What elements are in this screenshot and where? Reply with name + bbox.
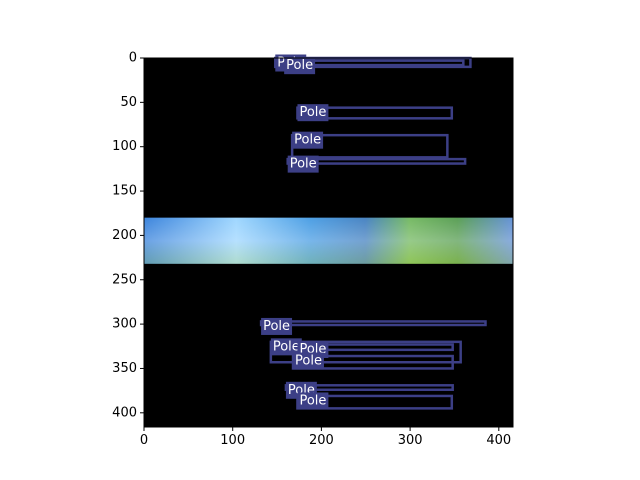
box-label: Pole xyxy=(292,131,324,149)
box-label-background xyxy=(292,131,324,149)
box-label-background xyxy=(287,155,319,173)
box-label-background xyxy=(293,352,324,370)
y-tick-label: 350 xyxy=(112,361,137,376)
y-tick-label: 300 xyxy=(112,317,137,332)
box-label-background xyxy=(284,57,316,75)
box-label-background xyxy=(297,104,329,122)
box-label-text: Pole xyxy=(273,339,300,354)
y-tick-label: 0 xyxy=(129,51,137,66)
x-axis: 0 100 200 300 400 xyxy=(140,427,511,448)
y-tick-label: 100 xyxy=(112,139,137,154)
y-tick-label: 250 xyxy=(112,272,137,287)
x-tick-label: 300 xyxy=(398,433,423,448)
box-label-text: Pole xyxy=(286,58,313,73)
image-band-shading xyxy=(144,217,513,264)
box-label: Pole xyxy=(287,155,319,173)
box-label: Pole xyxy=(293,352,324,370)
box-label-background xyxy=(270,338,302,356)
box-label-background xyxy=(261,317,293,335)
y-axis: 0 50 100 150 200 250 300 350 400 xyxy=(112,51,144,420)
x-tick-label: 200 xyxy=(309,433,334,448)
box-label-text: Pole xyxy=(295,354,322,369)
x-tick-label: 0 xyxy=(140,433,148,448)
y-tick-label: 150 xyxy=(112,184,137,199)
y-tick-label: 400 xyxy=(112,405,137,420)
box-label: Pole xyxy=(297,104,329,122)
box-label-text: Pole xyxy=(299,393,326,408)
x-tick-label: 400 xyxy=(486,433,511,448)
box-label-text: Pole xyxy=(299,105,326,120)
box-label-text: Pole xyxy=(294,133,321,148)
box-label: Pole xyxy=(270,338,302,356)
box-label: Pole xyxy=(297,392,329,410)
box-label-text: Pole xyxy=(263,319,290,334)
box-label: Pole xyxy=(284,57,316,75)
box-label-background xyxy=(297,392,329,410)
box-label-text: Pole xyxy=(290,157,317,172)
axes-frame xyxy=(143,57,514,428)
box-label: Pole xyxy=(261,317,293,335)
y-tick-label: 50 xyxy=(120,95,137,110)
x-tick-label: 100 xyxy=(220,433,245,448)
y-tick-label: 200 xyxy=(112,228,137,243)
